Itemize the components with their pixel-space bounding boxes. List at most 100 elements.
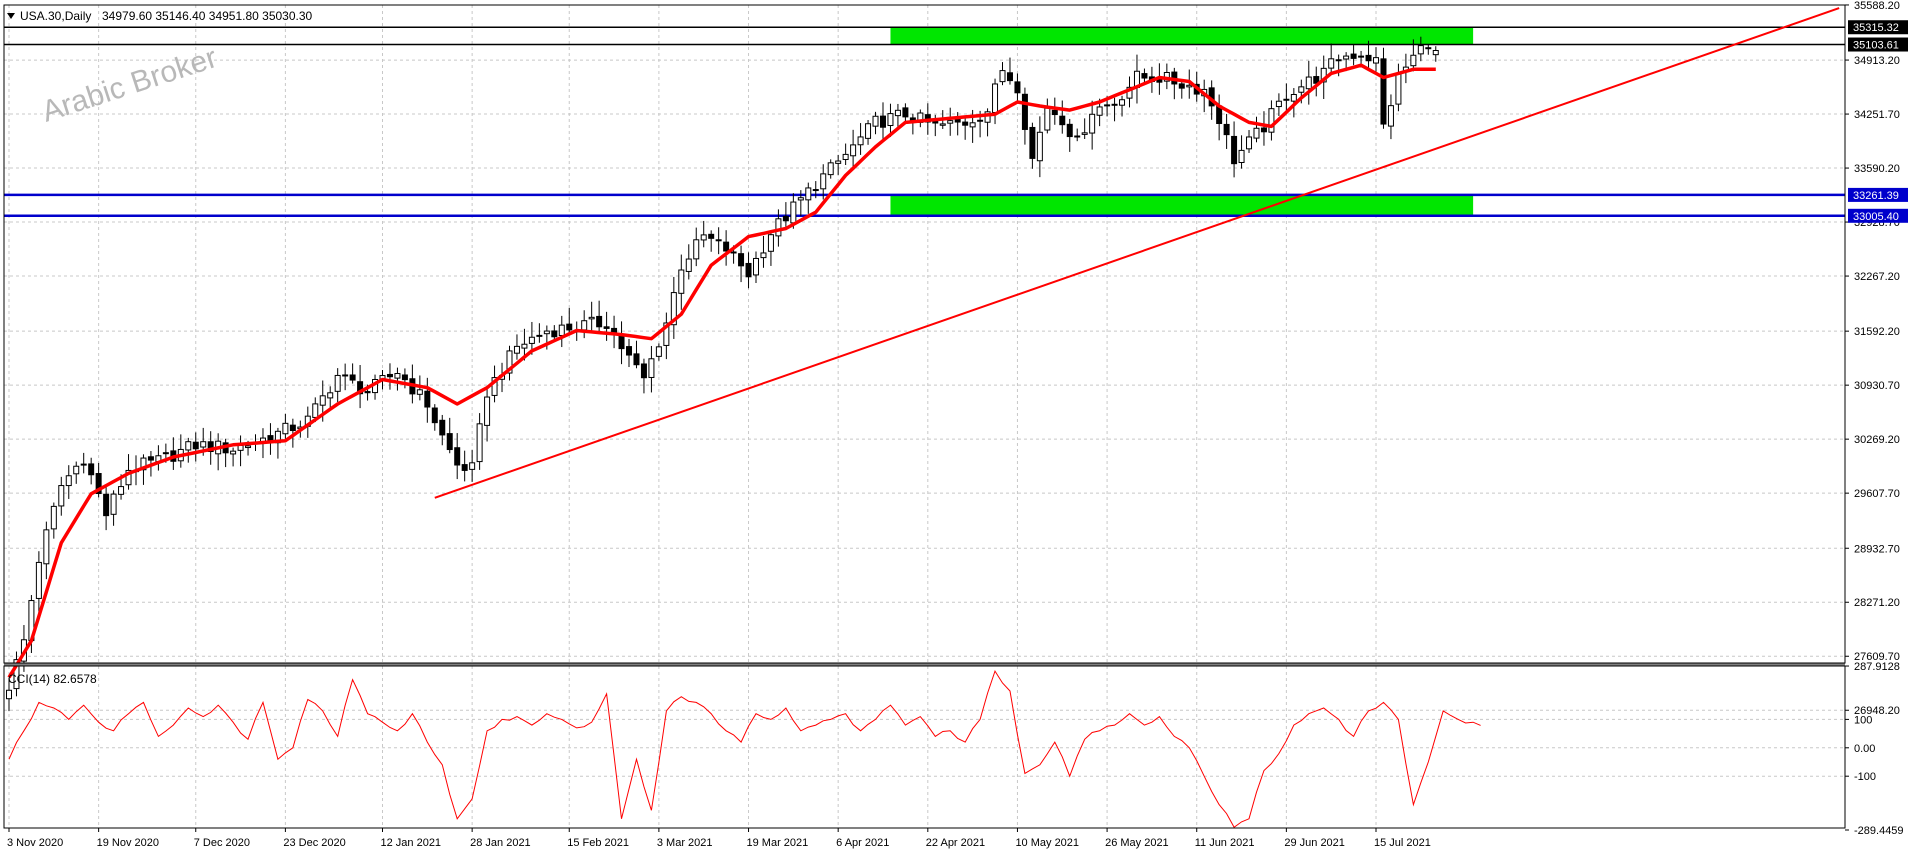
candle <box>1119 95 1126 117</box>
candle <box>566 307 573 335</box>
candle-body-down <box>364 391 371 394</box>
candle <box>1410 39 1417 72</box>
candle-body-down <box>103 493 110 517</box>
candle-body-up <box>805 187 812 201</box>
candle-body-up <box>1290 93 1297 102</box>
candle <box>857 123 864 155</box>
candle-body-down <box>566 323 573 331</box>
candle-body-up <box>35 561 42 599</box>
horizontal-price-levels[interactable] <box>4 26 1845 218</box>
candle-body-up <box>969 122 976 128</box>
candle <box>1059 100 1066 134</box>
candle-body-up <box>162 452 169 455</box>
candle-body-down <box>88 463 95 476</box>
candle <box>812 181 819 199</box>
candle-body-down <box>1029 126 1036 159</box>
candle-body-up <box>887 113 894 127</box>
candle-body-up <box>685 258 692 272</box>
candle-body-up <box>1395 72 1402 105</box>
candle <box>1380 47 1387 129</box>
candle <box>58 476 65 516</box>
candle <box>902 103 909 124</box>
time-axis-label: 6 Apr 2021 <box>836 837 889 849</box>
candle <box>603 311 610 341</box>
candle <box>491 365 498 403</box>
candle-body-down <box>708 233 715 239</box>
price-level-tag <box>1848 187 1908 202</box>
candle-body-down <box>782 215 789 222</box>
candle-body-down <box>1066 123 1073 138</box>
candle <box>894 103 901 129</box>
time-axis-label: 29 Jun 2021 <box>1284 837 1345 849</box>
candle-body-down <box>454 447 461 466</box>
support-zone[interactable] <box>890 194 1474 216</box>
candle-body-up <box>327 392 334 399</box>
price-axis-label: 35588.20 <box>1854 0 1900 12</box>
candle-body-up <box>1343 55 1350 60</box>
candle <box>723 230 730 266</box>
candle <box>767 230 774 266</box>
cci-panel-frame <box>3 665 1846 829</box>
candle <box>775 209 782 247</box>
candle-body-up <box>1119 99 1126 106</box>
candle <box>835 154 842 175</box>
candle-body-down <box>640 363 647 379</box>
price-level-tag-label: 33261.39 <box>1853 190 1899 202</box>
price-axis[interactable]: 35588.2034913.2034251.7033590.2032928.70… <box>1845 0 1900 717</box>
candle <box>738 245 745 283</box>
trendline[interactable] <box>434 7 1840 499</box>
candle <box>1373 47 1380 72</box>
price-zones[interactable] <box>890 27 1474 216</box>
candle-body-up <box>543 330 550 335</box>
candle-body-down <box>386 373 393 378</box>
candle <box>342 363 349 391</box>
candle-body-down <box>633 353 640 366</box>
candle <box>954 112 961 136</box>
price-axis-label: 28932.70 <box>1854 543 1900 555</box>
candle-body-down <box>1059 115 1066 126</box>
candle <box>1432 46 1439 62</box>
candle-body-up <box>230 450 237 455</box>
candle-body-down <box>1380 58 1387 125</box>
candle-body-down <box>1350 53 1357 59</box>
candle-body-up <box>1283 98 1290 101</box>
cci-panel-grid <box>4 666 1845 828</box>
candle <box>558 315 565 348</box>
candle-body-up <box>282 422 289 435</box>
candle <box>88 457 95 485</box>
candle <box>753 251 759 283</box>
candle <box>648 345 655 393</box>
candle-body-up <box>872 115 879 127</box>
candle-body-up <box>245 445 252 449</box>
candle-body-up <box>1246 136 1253 150</box>
triangle-down-icon[interactable] <box>7 13 15 19</box>
trendline-layer[interactable] <box>434 7 1840 499</box>
candle-body-down <box>1231 135 1238 165</box>
candle <box>947 107 954 136</box>
candle-body-down <box>424 390 431 408</box>
candle <box>439 414 446 446</box>
candle <box>999 62 1006 86</box>
cci-line <box>8 669 1481 829</box>
time-axis[interactable]: 3 Nov 2020 19 Nov 2020 7 Dec 2020 23 Dec 20… <box>7 828 1431 849</box>
candle <box>820 164 827 200</box>
candle <box>827 159 834 179</box>
candle-body-up <box>1305 76 1312 90</box>
cci-axis[interactable]: 287.9128 100 0.00 -100 -289.4459 <box>1845 661 1904 837</box>
price-level-tag-label: 35315.32 <box>1853 22 1899 34</box>
candle-body-up <box>185 441 192 451</box>
candle-body-up <box>65 475 72 487</box>
candle-body-up <box>790 201 797 224</box>
candle <box>1044 98 1051 134</box>
resistance-zone[interactable] <box>890 27 1474 45</box>
candle-body-up <box>312 403 319 418</box>
symbol-label: USA.30,Daily <box>20 9 91 23</box>
price-level-tag <box>1848 20 1908 35</box>
candle-body-up <box>1425 47 1432 50</box>
candle-body-down <box>723 241 730 252</box>
candle-body-up <box>200 441 207 448</box>
candle-body-up <box>827 162 834 176</box>
candle <box>1275 93 1282 117</box>
